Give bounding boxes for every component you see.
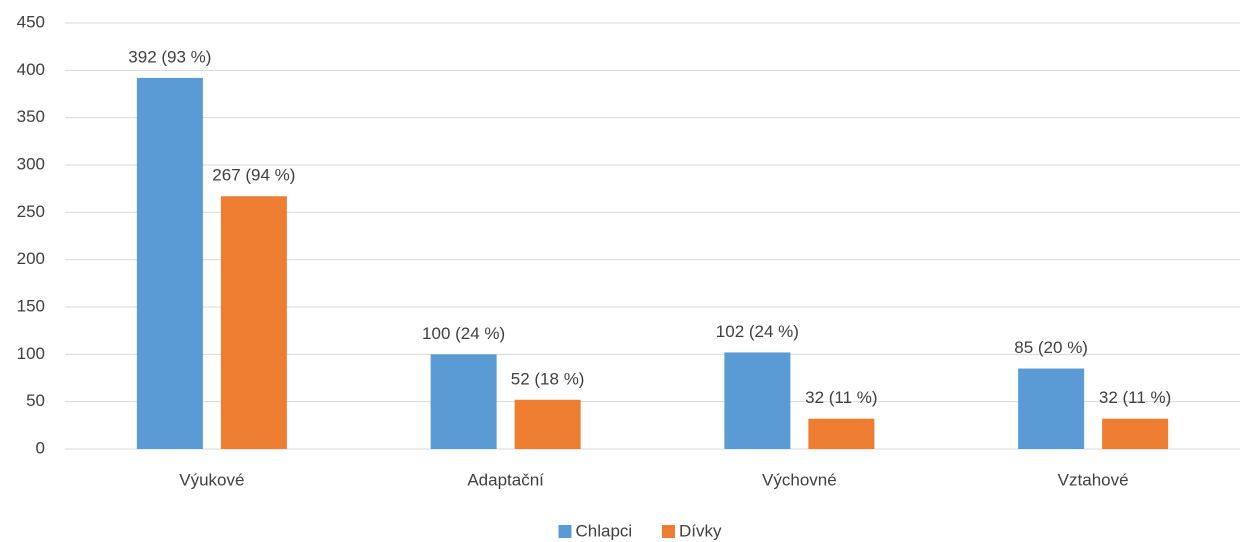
legend-label: Chlapci: [576, 521, 633, 540]
value-label: 100 (24 %): [422, 324, 505, 343]
bar: [514, 399, 581, 449]
x-tick-label: Výukové: [179, 470, 244, 489]
legend-swatch: [662, 525, 675, 538]
y-tick-label: 150: [17, 296, 45, 315]
value-label: 392 (93 %): [128, 47, 211, 66]
bar: [220, 196, 287, 449]
value-label: 85 (20 %): [1014, 338, 1088, 357]
bar: [430, 354, 497, 449]
value-label: 102 (24 %): [716, 322, 799, 341]
legend-swatch: [558, 525, 572, 538]
y-tick-label: 250: [17, 202, 45, 221]
y-tick-label: 450: [17, 12, 45, 31]
value-label: 32 (11 %): [805, 388, 877, 407]
bar: [136, 77, 203, 449]
y-tick-label: 0: [36, 438, 45, 457]
y-tick-label: 350: [17, 107, 45, 126]
bar: [808, 418, 875, 449]
y-tick-label: 200: [17, 249, 45, 268]
x-tick-label: Vztahové: [1058, 470, 1129, 489]
value-label: 52 (18 %): [511, 369, 585, 388]
bar: [1018, 368, 1085, 449]
bar: [724, 352, 791, 449]
value-label: 32 (11 %): [1099, 388, 1171, 407]
y-tick-label: 400: [17, 60, 45, 79]
legend-label: Dívky: [679, 521, 722, 540]
bar: [1102, 418, 1169, 449]
x-tick-label: Adaptační: [467, 470, 544, 489]
x-tick-label: Výchovné: [762, 470, 837, 489]
value-label: 267 (94 %): [212, 166, 295, 185]
y-tick-label: 300: [17, 154, 45, 173]
y-tick-label: 50: [26, 391, 45, 410]
y-tick-label: 100: [17, 344, 45, 363]
